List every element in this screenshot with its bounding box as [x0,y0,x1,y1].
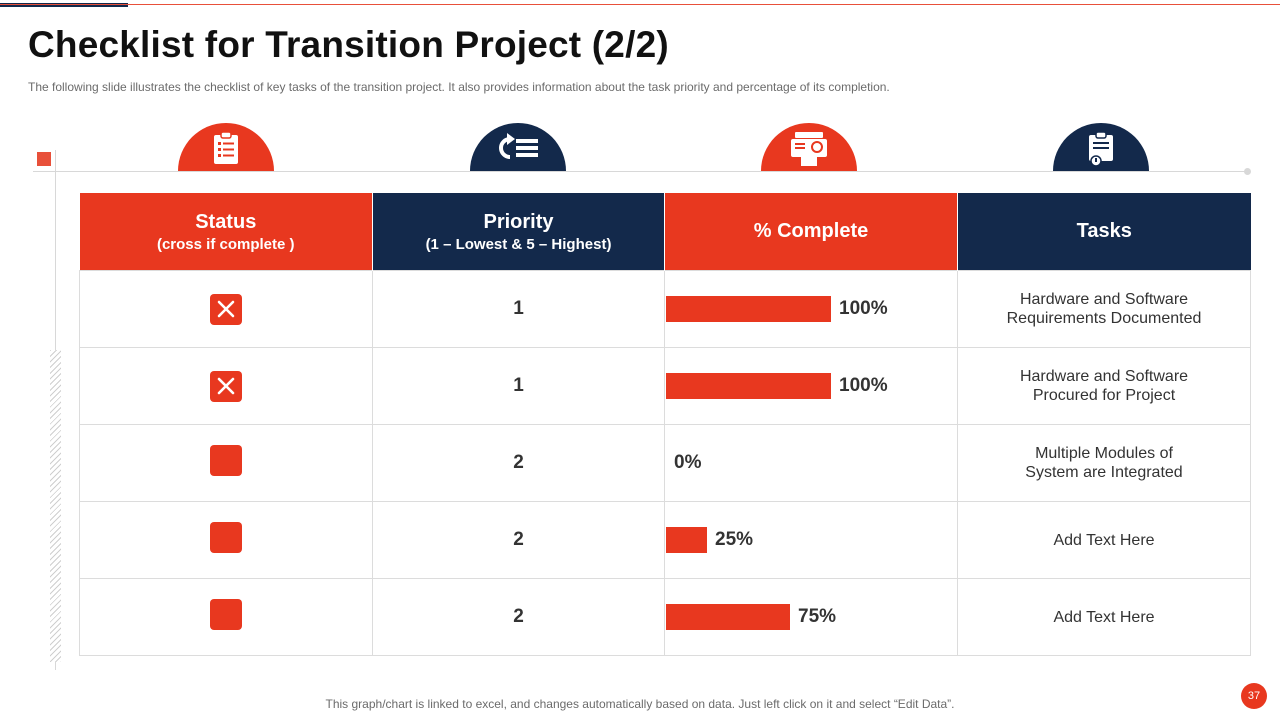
status-checkbox-empty[interactable] [210,522,242,553]
task-text-line2: Requirements Documented [1006,310,1202,327]
task-text-line1: Add Text Here [1053,608,1155,626]
progress-bar-wrap: 0% [665,450,957,476]
decor-horizontal-line [33,171,1247,172]
status-checkbox-crossed[interactable] [210,293,242,325]
header-complete: % Complete [664,193,958,271]
status-cell [79,501,373,579]
status-cell [79,424,373,502]
header-priority-sublabel: (1 – Lowest & 5 – Highest) [425,235,612,253]
status-checkbox-crossed[interactable] [210,370,242,402]
task-text-line2: System are Integrated [1025,464,1183,481]
task-text-line1: Hardware and Software [1019,291,1189,308]
priority-cell: 2 [372,501,665,579]
task-text-line1: Hardware and Software [1019,368,1189,385]
decor-hatch [50,350,61,662]
status-checkbox-empty[interactable] [210,445,242,476]
percent-label: 0% [674,452,702,473]
progress-bar [666,527,707,553]
header-priority-label: Priority [483,210,554,233]
percent-label: 100% [839,375,888,396]
decor-dot [1244,168,1251,175]
percent-label: 100% [839,298,888,319]
progress-bar-wrap: 100% [665,373,957,399]
table-row: 1 100% Hardware and Software Procured for P… [79,347,1251,425]
slide-title: Checklist for Transition Project (2/2) [28,24,669,65]
header-tasks-label: Tasks [1076,220,1132,242]
progress-bar [666,296,831,322]
priority-cell: 2 [372,578,665,656]
task-cell: Add Text Here [957,501,1251,579]
task-cell: Hardware and Software Procured for Projec… [957,347,1251,425]
checklist-table: Status (cross if complete ) Priority (1 … [79,193,1251,656]
table-header-row: Status (cross if complete ) Priority (1 … [79,193,1251,271]
header-status: Status (cross if complete ) [79,193,373,271]
progress-bar [666,604,790,630]
table-row: 2 0% Multiple Modules of System are Integra… [79,424,1251,502]
percent-label: 75% [798,606,837,627]
progress-bar [666,373,831,399]
header-priority: Priority (1 – Lowest & 5 – Highest) [372,193,665,271]
clipboard-list-icon [178,123,274,171]
task-text-line1: Multiple Modules of [1035,445,1173,462]
progress-bar-wrap: 100% [665,296,957,322]
table-row: 1 100% Hardware and Software Requirements D… [79,270,1251,348]
header-tasks: Tasks [957,193,1251,271]
header-complete-label: % Complete [753,220,869,242]
slide-subtitle: The following slide illustrates the chec… [28,80,890,94]
report-document-icon [761,123,857,171]
footer-note: This graph/chart is linked to excel, and… [325,697,955,711]
cross-icon [217,300,235,318]
refresh-list-icon [470,123,566,171]
cross-icon [217,377,235,395]
progress-bar-wrap: 25% [665,527,957,553]
table-row: 2 25% Add Text Here [79,501,1251,579]
top-rule [0,4,1280,5]
header-status-sublabel: (cross if complete ) [156,235,295,253]
percent-label: 25% [715,529,754,550]
priority-cell: 1 [372,270,665,348]
complete-cell: 100% [664,270,958,348]
complete-cell: 100% [664,347,958,425]
status-cell [79,347,373,425]
page-number-badge: 37 [1241,683,1267,709]
table-row: 2 75% Add Text Here [79,578,1251,656]
complete-cell: 25% [664,501,958,579]
decor-square [37,152,51,166]
task-cell: Multiple Modules of System are Integrated [957,424,1251,502]
clipboard-alert-icon [1053,123,1149,171]
task-cell: Add Text Here [957,578,1251,656]
priority-cell: 1 [372,347,665,425]
task-text-line1: Add Text Here [1053,531,1155,549]
complete-cell: 75% [664,578,958,656]
status-checkbox-empty[interactable] [210,599,242,630]
task-cell: Hardware and Software Requirements Docume… [957,270,1251,348]
header-status-label: Status [195,210,257,233]
status-cell [79,578,373,656]
top-accent-bar [0,3,128,7]
complete-cell: 0% [664,424,958,502]
progress-bar-wrap: 75% [665,604,957,630]
priority-cell: 2 [372,424,665,502]
status-cell [79,270,373,348]
task-text-line2: Procured for Project [1032,387,1176,404]
